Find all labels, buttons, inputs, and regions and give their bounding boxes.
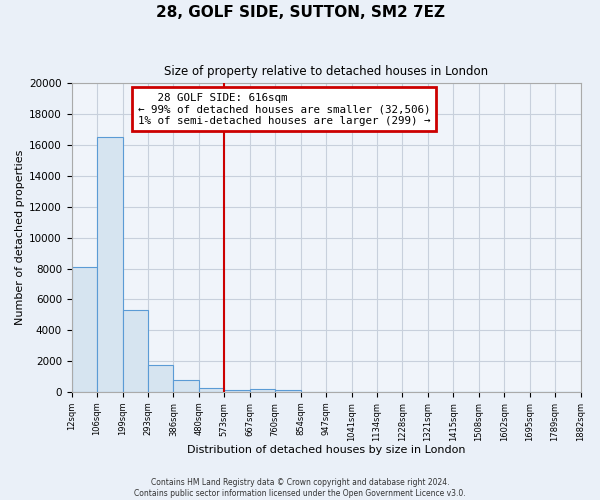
Bar xyxy=(122,310,148,392)
Text: Contains HM Land Registry data © Crown copyright and database right 2024.
Contai: Contains HM Land Registry data © Crown c… xyxy=(134,478,466,498)
Bar xyxy=(71,267,97,392)
Bar xyxy=(275,390,301,392)
Y-axis label: Number of detached properties: Number of detached properties xyxy=(15,150,25,326)
Text: 28, GOLF SIDE, SUTTON, SM2 7EZ: 28, GOLF SIDE, SUTTON, SM2 7EZ xyxy=(155,5,445,20)
Bar xyxy=(148,365,173,392)
Bar xyxy=(224,390,250,392)
Bar xyxy=(97,138,122,392)
Bar xyxy=(199,388,224,392)
Bar xyxy=(173,380,199,392)
Bar xyxy=(250,389,275,392)
Text: 28 GOLF SIDE: 616sqm
← 99% of detached houses are smaller (32,506)
1% of semi-de: 28 GOLF SIDE: 616sqm ← 99% of detached h… xyxy=(138,92,430,126)
Title: Size of property relative to detached houses in London: Size of property relative to detached ho… xyxy=(164,65,488,78)
X-axis label: Distribution of detached houses by size in London: Distribution of detached houses by size … xyxy=(187,445,466,455)
